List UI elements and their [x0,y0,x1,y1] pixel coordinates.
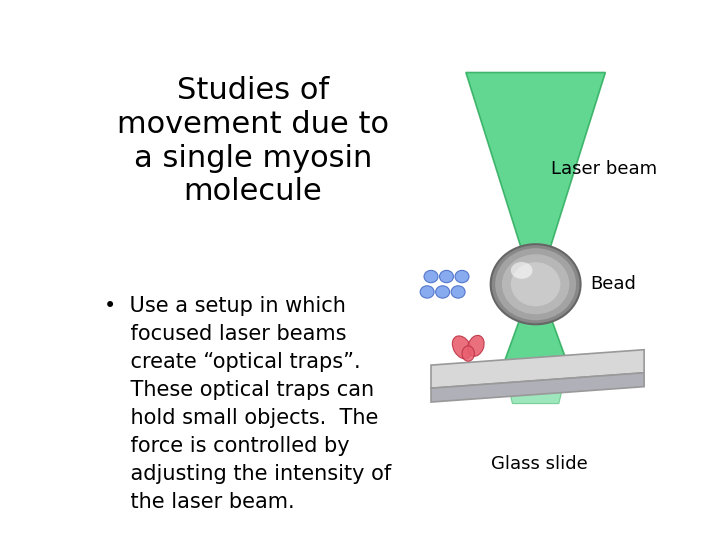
Ellipse shape [420,286,434,298]
Ellipse shape [455,271,469,283]
Ellipse shape [424,271,438,283]
Text: Bead: Bead [590,275,636,293]
Ellipse shape [468,335,484,356]
Ellipse shape [495,248,576,320]
Polygon shape [503,284,568,365]
Ellipse shape [511,262,560,306]
Ellipse shape [436,286,449,298]
Polygon shape [503,365,568,403]
Text: Laser beam: Laser beam [551,160,657,178]
Ellipse shape [439,271,454,283]
Text: •  Use a setup in which
    focused laser beams
    create “optical traps”.
    : • Use a setup in which focused laser bea… [104,296,391,512]
Ellipse shape [462,346,474,361]
Text: Glass slide: Glass slide [491,455,588,473]
Text: Studies of
movement due to
a single myosin
molecule: Studies of movement due to a single myos… [117,76,389,206]
Polygon shape [431,373,644,402]
Ellipse shape [490,244,580,325]
Ellipse shape [510,262,533,279]
Polygon shape [466,72,606,284]
Ellipse shape [452,336,472,359]
Ellipse shape [451,286,465,298]
Polygon shape [431,350,644,388]
Ellipse shape [502,254,570,314]
